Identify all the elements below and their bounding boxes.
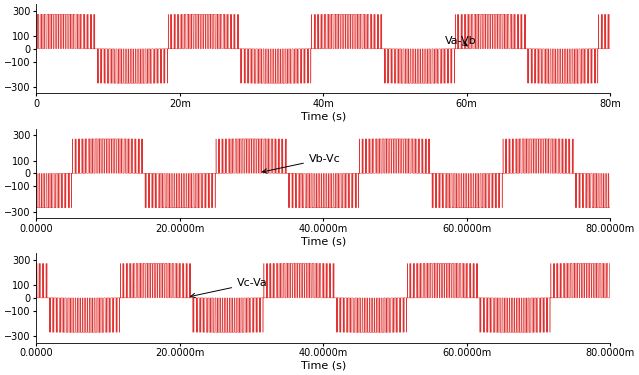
X-axis label: Time (s): Time (s) — [300, 361, 346, 371]
X-axis label: Time (s): Time (s) — [300, 236, 346, 246]
X-axis label: Time (s): Time (s) — [300, 112, 346, 122]
Text: Vc-Va: Vc-Va — [190, 278, 268, 298]
Text: Va-Vb: Va-Vb — [445, 36, 477, 46]
Text: Vb-Vc: Vb-Vc — [263, 154, 341, 173]
